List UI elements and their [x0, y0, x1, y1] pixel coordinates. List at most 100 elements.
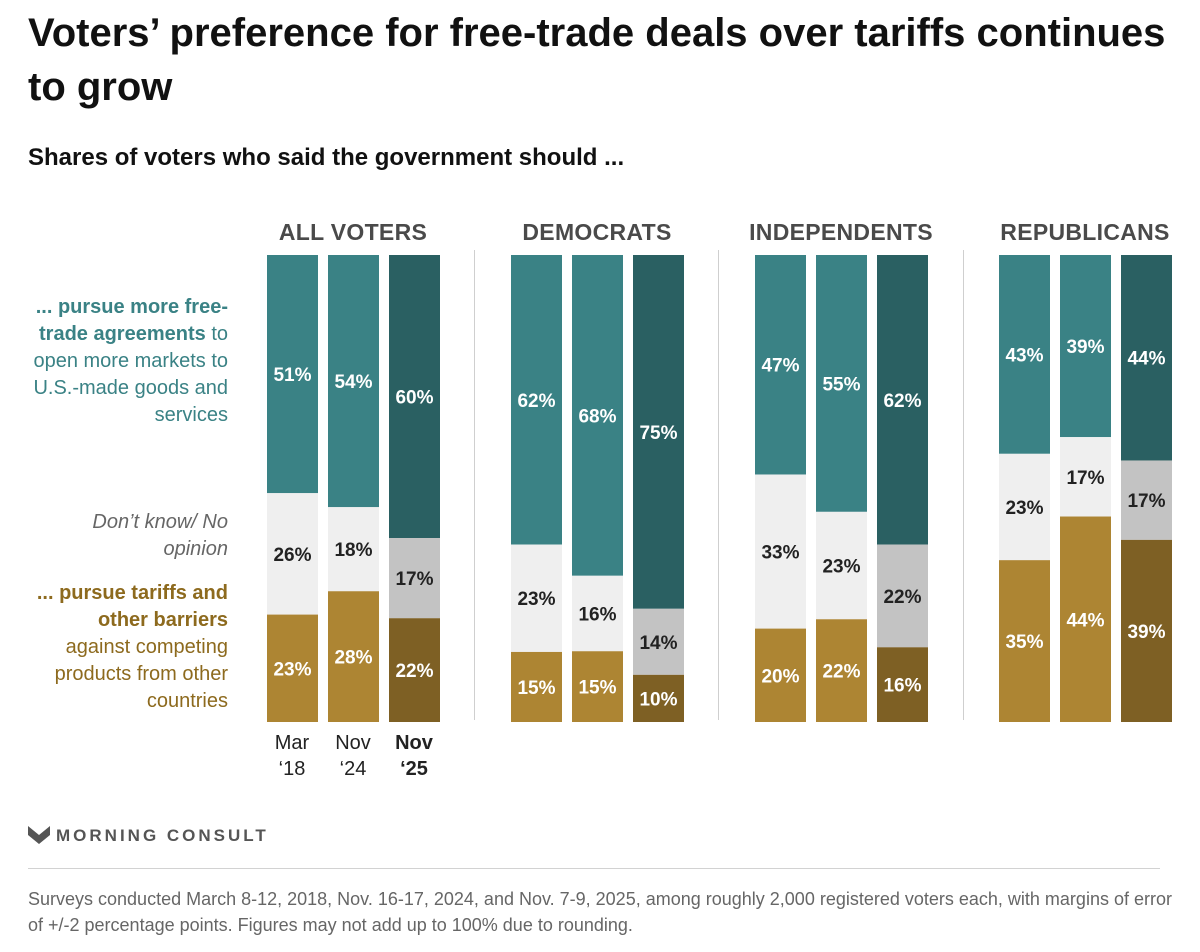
bar-free-trade — [877, 255, 928, 545]
data-label: 17% — [1066, 468, 1104, 489]
x-label-line2: ‘25 — [400, 758, 428, 780]
bar-free-trade — [1060, 255, 1111, 438]
bar-dont-know — [755, 474, 806, 629]
x-label-nov-25: Nov ‘25 — [386, 730, 442, 782]
data-label: 16% — [883, 676, 921, 697]
data-label: 16% — [578, 605, 616, 626]
data-label: 17% — [1127, 491, 1165, 512]
x-label-line2: ‘18 — [278, 758, 306, 780]
data-label: 60% — [395, 388, 433, 409]
data-label: 43% — [1005, 345, 1043, 366]
bar-tariffs — [1060, 516, 1111, 722]
bar-dont-know — [1121, 460, 1172, 540]
bar-free-trade — [1121, 255, 1172, 461]
data-label: 26% — [273, 545, 311, 566]
panel-divider — [474, 250, 475, 720]
bar-dont-know — [389, 538, 440, 619]
footnote: Surveys conducted March 8-12, 2018, Nov.… — [28, 889, 1172, 935]
x-label-line1: Mar — [274, 732, 310, 754]
data-label: 47% — [761, 356, 799, 377]
bar-dont-know — [816, 511, 867, 620]
bar-tariffs — [1121, 539, 1172, 722]
data-label: 15% — [578, 678, 616, 699]
bar-tariffs — [572, 651, 623, 722]
bar-free-trade — [999, 255, 1050, 454]
panel-title-republicans: REPUBLICANS — [1000, 219, 1170, 245]
data-label: 62% — [517, 391, 555, 412]
data-label: 44% — [1066, 610, 1104, 631]
data-label: 44% — [1127, 349, 1165, 370]
bar-tariffs — [511, 651, 562, 722]
data-label: 28% — [334, 648, 372, 669]
bar-dont-know — [267, 493, 318, 615]
bar-dont-know — [572, 575, 623, 652]
data-label: 35% — [1005, 632, 1043, 653]
row-label-tariffs-bold: ... pursue tariffs and other barriers — [36, 582, 228, 631]
morning-consult-logo-icon — [28, 826, 50, 844]
x-label-nov-24: Nov ‘24 — [325, 730, 381, 782]
data-label: 62% — [883, 391, 921, 412]
bar-tariffs — [755, 628, 806, 722]
row-label-free-trade-bold: ... pursue more free-trade agreements — [35, 296, 228, 345]
stacked-bar-chart: 51% 26% 23% 54% 18% 28% 60% 17% 22% 62% 23% 15% 68% 1… — [267, 255, 1172, 722]
bar-free-trade — [816, 255, 867, 512]
data-label: 51% — [273, 365, 311, 386]
bar-free-trade — [389, 255, 440, 539]
bar-tariffs — [389, 618, 440, 722]
data-label: 18% — [334, 540, 372, 561]
data-label: 10% — [639, 689, 677, 710]
data-label: 22% — [822, 662, 860, 683]
bar-tariffs — [267, 614, 318, 722]
row-label-tariffs-rest: against competing products from other co… — [54, 636, 228, 712]
panel-divider — [718, 250, 719, 720]
row-label-tariffs: ... pursue tariffs and other barriers ag… — [30, 580, 228, 715]
row-label-free-trade-rest: to open more markets to U.S.-made goods … — [33, 323, 228, 426]
bar-free-trade — [267, 255, 318, 494]
data-label: 75% — [639, 423, 677, 444]
x-label-mar-18: Mar ‘18 — [264, 730, 320, 782]
x-label-line1: Nov — [335, 732, 371, 754]
panel-divider — [963, 250, 964, 720]
bar-dont-know — [1060, 437, 1111, 517]
x-label-line2: ‘24 — [339, 758, 367, 780]
chart-subtitle: Shares of voters who said the government… — [28, 144, 625, 171]
bar-free-trade — [572, 255, 623, 576]
data-label: 39% — [1066, 337, 1104, 358]
data-label: 17% — [395, 569, 433, 590]
data-label: 23% — [273, 659, 311, 680]
data-label: 33% — [761, 543, 799, 564]
data-label: 14% — [639, 633, 677, 654]
data-label: 55% — [822, 374, 860, 395]
data-label: 23% — [1005, 498, 1043, 519]
bar-tariffs — [816, 619, 867, 722]
data-label: 23% — [822, 557, 860, 578]
footer-divider — [28, 868, 1160, 869]
bar-dont-know — [328, 507, 379, 592]
row-label-free-trade: ... pursue more free-trade agreements to… — [30, 294, 228, 429]
data-label: 20% — [761, 666, 799, 687]
bar-free-trade — [511, 255, 562, 545]
data-label: 39% — [1127, 622, 1165, 643]
bar-free-trade — [633, 255, 684, 609]
panel-title-democrats: DEMOCRATS — [522, 219, 672, 245]
bar-dont-know — [511, 544, 562, 652]
bar-tariffs — [877, 647, 928, 722]
data-label: 54% — [334, 372, 372, 393]
data-label: 68% — [578, 406, 616, 427]
bar-tariffs — [999, 560, 1050, 722]
bar-free-trade — [328, 255, 379, 508]
bar-tariffs — [328, 591, 379, 722]
bar-free-trade — [755, 255, 806, 475]
x-label-line1: Nov — [395, 732, 433, 754]
data-label: 15% — [517, 678, 555, 699]
logo-wordmark: MORNING CONSULT — [56, 826, 269, 845]
data-label: 22% — [883, 587, 921, 608]
bar-dont-know — [877, 544, 928, 648]
morning-consult-logo: MORNING CONSULT — [28, 826, 269, 846]
panel-title-all-voters: ALL VOTERS — [278, 219, 428, 245]
panel-title-independents: INDEPENDENTS — [749, 219, 933, 245]
data-label: 23% — [517, 589, 555, 610]
bar-tariffs — [633, 674, 684, 722]
chart-title: Voters’ preference for free-trade deals … — [28, 11, 1166, 109]
row-label-dont-know: Don’t know/ No opinion — [92, 511, 228, 560]
